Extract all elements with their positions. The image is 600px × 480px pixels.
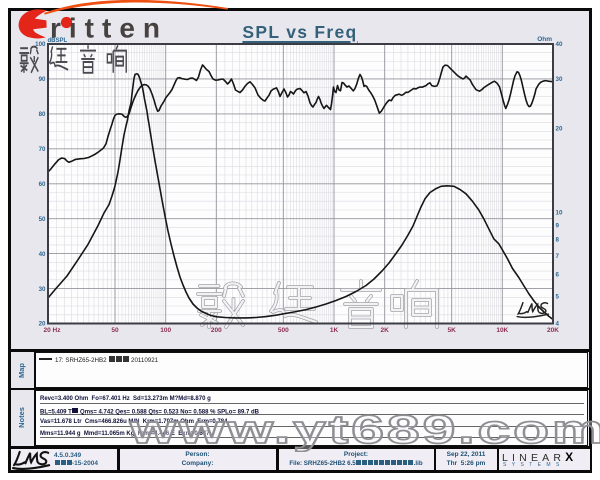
svg-text:5K: 5K bbox=[448, 327, 457, 334]
svg-text:4: 4 bbox=[556, 321, 560, 328]
svg-text:50: 50 bbox=[111, 327, 119, 334]
svg-text:20 Hz: 20 Hz bbox=[44, 327, 62, 334]
svg-text:10K: 10K bbox=[496, 327, 508, 334]
svg-text:20: 20 bbox=[39, 321, 46, 328]
svg-text:Ohm: Ohm bbox=[537, 36, 552, 43]
svg-text:80: 80 bbox=[39, 111, 46, 118]
svg-text:7: 7 bbox=[556, 253, 560, 260]
svg-text:5: 5 bbox=[556, 294, 560, 301]
svg-text:200: 200 bbox=[211, 327, 222, 334]
svg-text:60: 60 bbox=[39, 181, 46, 188]
svg-text:20K: 20K bbox=[547, 327, 559, 334]
svg-text:70: 70 bbox=[39, 146, 46, 153]
svg-text:100: 100 bbox=[160, 327, 171, 334]
svg-text:2K: 2K bbox=[381, 327, 390, 334]
svg-text:9: 9 bbox=[556, 222, 560, 229]
svg-text:90: 90 bbox=[39, 76, 46, 83]
svg-text:ritten: ritten bbox=[50, 13, 168, 44]
svg-text:40: 40 bbox=[556, 41, 563, 48]
svg-text:100: 100 bbox=[35, 41, 46, 48]
svg-text:20: 20 bbox=[556, 125, 563, 132]
svg-text:1K: 1K bbox=[330, 327, 339, 334]
svg-text:500: 500 bbox=[278, 327, 289, 334]
svg-text:30: 30 bbox=[556, 76, 563, 83]
svg-text:8: 8 bbox=[556, 237, 560, 244]
svg-text:10: 10 bbox=[556, 210, 563, 217]
svg-text:6: 6 bbox=[556, 272, 560, 279]
svg-text:50: 50 bbox=[39, 216, 46, 223]
svg-text:40: 40 bbox=[39, 251, 46, 258]
svg-text:dBSPL: dBSPL bbox=[48, 38, 68, 44]
svg-text:30: 30 bbox=[39, 286, 46, 293]
